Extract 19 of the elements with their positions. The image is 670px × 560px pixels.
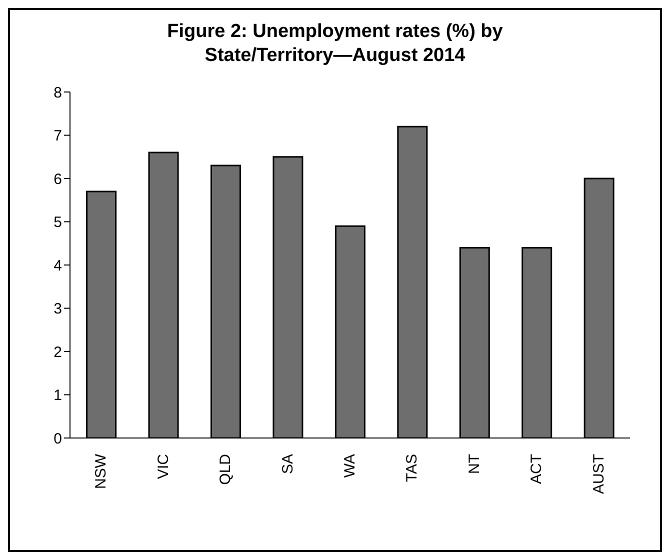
x-tick-label: ACT (528, 454, 546, 484)
x-tick-label: VIC (154, 454, 172, 480)
x-tick-label: SA (279, 454, 296, 474)
y-tick-label: 7 (54, 128, 62, 145)
y-tick-label: 2 (54, 344, 62, 361)
y-tick-label: 3 (54, 300, 62, 318)
y-tick-label: 4 (54, 257, 62, 274)
y-tick-label: 8 (54, 84, 62, 102)
x-tick-label: NSW (92, 453, 110, 489)
y-tick-label: 1 (54, 387, 62, 404)
y-tick-label: 5 (54, 214, 62, 232)
x-tick-label: AUST (590, 454, 608, 494)
x-tick-label: QLD (217, 454, 234, 485)
x-tick-label: WA (342, 454, 358, 478)
x-tick-label: TAS (404, 454, 421, 482)
y-tick-label: 0 (54, 430, 62, 448)
x-tick-label: NT (466, 454, 483, 474)
chart-title: Figure 2: Unemployment rates (%) by State/Territory—August 2014 (166, 20, 504, 68)
y-tick-label: 6 (54, 170, 62, 188)
